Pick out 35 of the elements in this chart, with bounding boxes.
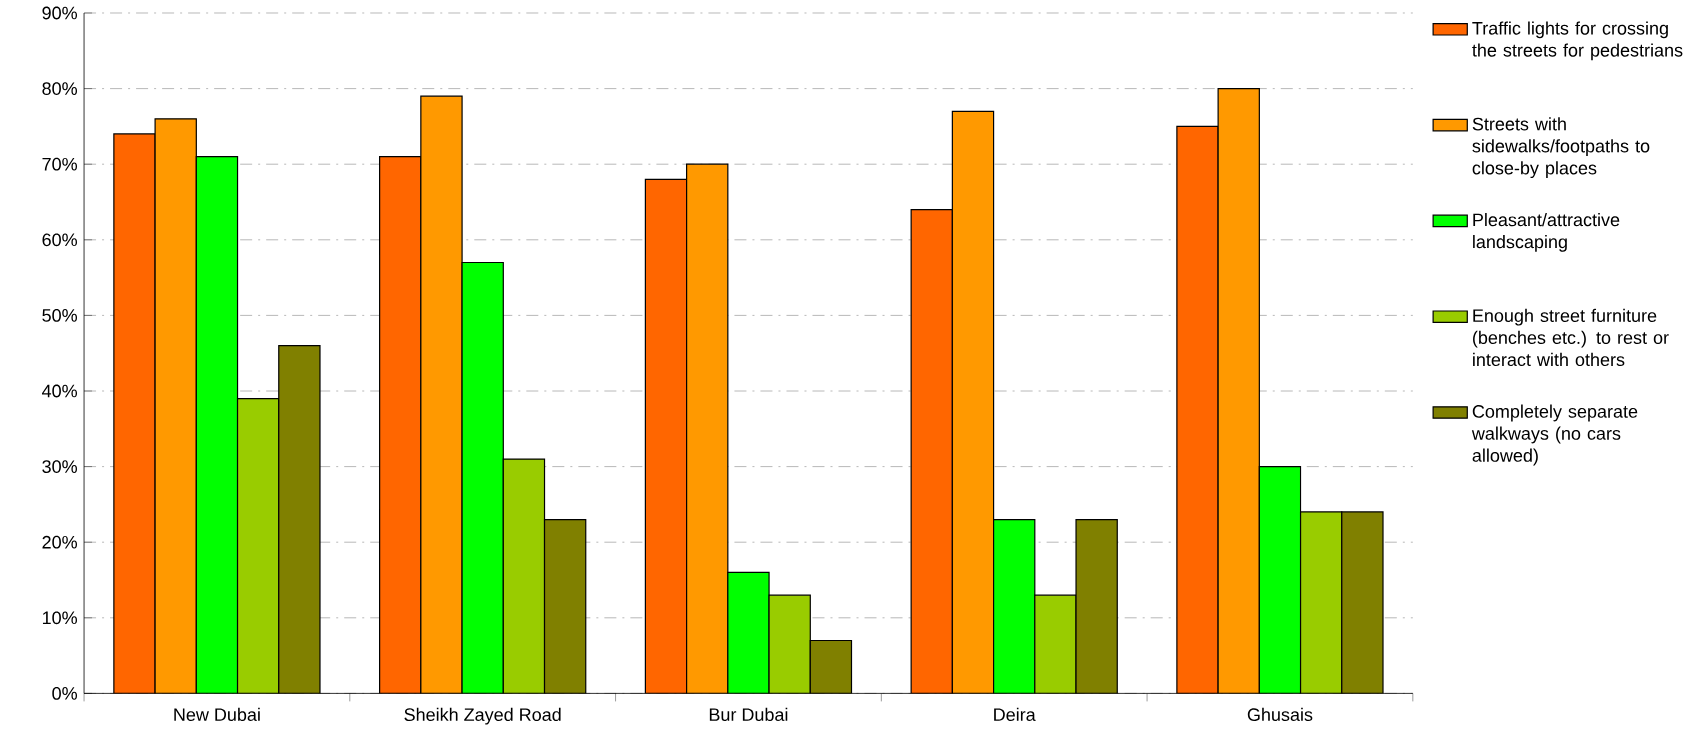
legend-label: Streets with sidewalks/footpaths to close-by places — [1472, 116, 1650, 178]
legend-label: Enough street furniture (benches etc.) to rest or interact with others — [1473, 308, 1669, 366]
y-tick-label: 40% — [42, 384, 78, 398]
bar — [1341, 511, 1384, 694]
legend-label: Completely separate walkways (no cars allowed) — [1471, 404, 1638, 466]
legend-label: Traffic lights for crossing the streets for pedestrians — [1472, 21, 1683, 60]
bar — [1076, 519, 1118, 694]
y-tick-label: 70% — [42, 157, 78, 171]
y-tick-label: 60% — [42, 233, 78, 246]
y-tick-label: 20% — [42, 535, 78, 549]
bar — [544, 519, 586, 694]
y-tick-label: 80% — [42, 81, 78, 95]
bar — [1034, 594, 1077, 694]
bar — [769, 594, 811, 694]
bar — [155, 118, 197, 694]
y-tick-label: 50% — [42, 308, 78, 322]
y-tick-label: 30% — [42, 460, 78, 473]
bar — [237, 398, 279, 694]
bar — [278, 345, 320, 694]
bar — [952, 111, 994, 694]
x-tick-label: Bur Dubai — [709, 707, 788, 721]
bar — [1299, 511, 1343, 694]
x-tick-label: New Dubai — [174, 707, 260, 721]
x-tick-label: Deira — [994, 707, 1036, 721]
y-tick-label: 90% — [42, 6, 78, 20]
bar — [810, 640, 852, 694]
bar — [686, 163, 728, 694]
y-tick-label: 10% — [42, 611, 78, 624]
x-tick-label: Ghusais — [1247, 707, 1313, 721]
bar — [503, 458, 545, 694]
y-tick-label: 0% — [52, 686, 78, 700]
bar — [420, 95, 463, 694]
bar — [1217, 87, 1260, 694]
legend-label: Pleasant/attractive landscaping — [1473, 212, 1620, 252]
x-tick-label: Sheikh Zayed Road — [404, 707, 561, 725]
